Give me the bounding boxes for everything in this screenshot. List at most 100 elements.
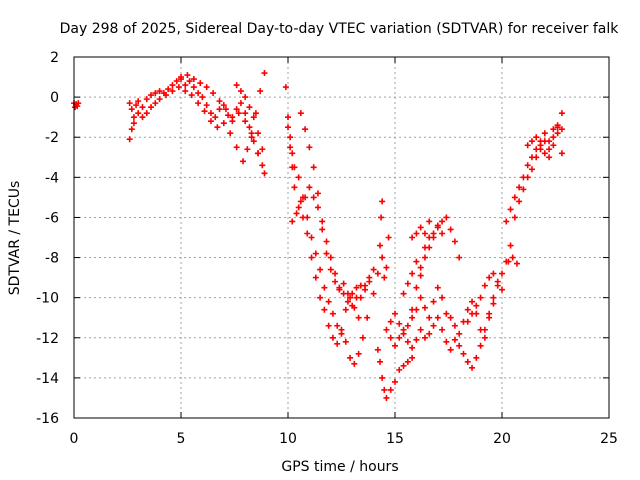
y-tick-label: -12 xyxy=(36,331,59,347)
data-point xyxy=(383,326,390,333)
data-point xyxy=(342,338,349,345)
data-point xyxy=(378,214,385,221)
data-point xyxy=(528,166,535,173)
data-point xyxy=(456,342,463,349)
data-point xyxy=(336,286,343,293)
data-point xyxy=(392,310,398,317)
data-point xyxy=(533,154,540,161)
data-point xyxy=(312,250,319,257)
data-point xyxy=(439,294,446,301)
data-point xyxy=(396,366,403,373)
data-point xyxy=(178,74,184,81)
data-point xyxy=(310,194,317,201)
data-point xyxy=(469,364,476,371)
data-points xyxy=(71,70,565,401)
data-point xyxy=(173,78,180,85)
data-point xyxy=(201,108,208,115)
data-point xyxy=(387,318,394,325)
data-point xyxy=(426,330,433,337)
data-point xyxy=(370,290,377,297)
data-point xyxy=(190,76,197,83)
data-point xyxy=(494,278,501,285)
data-point xyxy=(417,294,424,301)
data-point xyxy=(152,90,159,97)
data-point xyxy=(456,254,463,261)
data-point xyxy=(246,124,253,131)
data-point xyxy=(289,218,296,225)
data-point xyxy=(128,126,135,133)
data-point xyxy=(169,82,176,89)
data-point xyxy=(252,110,259,117)
data-point xyxy=(426,234,433,241)
data-point xyxy=(169,88,176,95)
grid-lines xyxy=(74,57,609,418)
data-point xyxy=(477,342,484,349)
data-point xyxy=(130,120,137,127)
data-point xyxy=(233,144,240,151)
data-point xyxy=(421,254,428,261)
data-point xyxy=(439,230,446,237)
data-point xyxy=(505,258,512,265)
data-point xyxy=(413,284,420,291)
data-point xyxy=(417,264,424,271)
data-point xyxy=(355,350,362,357)
data-point xyxy=(370,266,377,273)
data-point xyxy=(186,78,193,85)
data-point xyxy=(520,186,527,193)
data-point xyxy=(242,118,249,125)
data-point xyxy=(400,362,407,369)
data-point xyxy=(421,334,428,341)
x-tick-label: 15 xyxy=(386,431,404,447)
x-tick-label: 25 xyxy=(600,431,618,447)
data-point xyxy=(143,96,150,103)
data-point xyxy=(541,150,548,157)
data-point xyxy=(250,138,257,145)
data-point xyxy=(197,80,204,87)
data-point xyxy=(329,310,336,317)
data-point xyxy=(524,174,531,181)
data-point xyxy=(261,170,268,177)
data-point xyxy=(342,306,349,313)
data-point xyxy=(499,286,505,293)
data-point xyxy=(528,138,535,145)
data-point xyxy=(235,110,242,117)
data-point xyxy=(434,314,441,321)
data-point xyxy=(509,254,516,261)
data-point xyxy=(327,266,334,273)
data-point xyxy=(299,214,306,221)
data-point xyxy=(182,82,189,89)
data-point xyxy=(426,314,433,321)
data-point xyxy=(255,130,262,137)
x-tick-label: 0 xyxy=(70,431,79,447)
data-point xyxy=(308,234,315,241)
data-point xyxy=(409,234,416,241)
data-point xyxy=(490,294,497,301)
data-point xyxy=(426,218,433,225)
data-point xyxy=(302,194,309,201)
data-point xyxy=(374,346,381,353)
data-point xyxy=(207,110,214,117)
data-point xyxy=(317,294,324,301)
data-point xyxy=(203,84,210,91)
data-point xyxy=(156,96,163,103)
data-point xyxy=(199,94,206,101)
data-point xyxy=(404,322,411,329)
data-point xyxy=(400,326,407,333)
data-point xyxy=(74,103,81,110)
data-point xyxy=(503,218,510,225)
data-point xyxy=(366,278,373,285)
data-point xyxy=(558,126,565,133)
data-point xyxy=(409,354,416,361)
data-point xyxy=(287,144,294,151)
data-point xyxy=(550,142,557,149)
data-point xyxy=(323,250,330,257)
data-point xyxy=(291,184,298,191)
data-point xyxy=(126,100,133,107)
data-point xyxy=(165,86,172,93)
data-point xyxy=(499,270,505,277)
data-point xyxy=(207,118,214,125)
data-point xyxy=(447,314,454,321)
data-point xyxy=(135,98,142,105)
data-point xyxy=(312,274,319,281)
